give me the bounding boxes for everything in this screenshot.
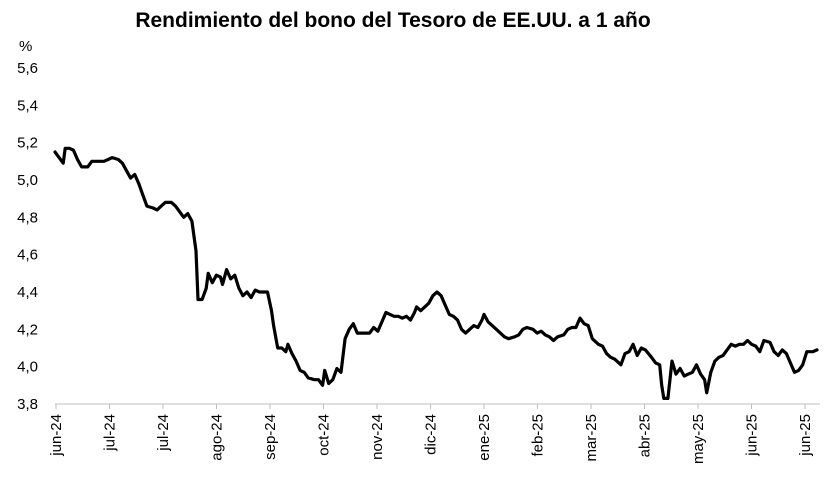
y-axis-unit: % (19, 38, 32, 55)
x-tick-label: jun-24 (48, 414, 65, 457)
x-tick-label: mar-25 (583, 414, 600, 462)
x-tick-label: feb-25 (530, 414, 547, 457)
x-tick-label: ago-24 (209, 414, 226, 461)
y-tick-label: 5,6 (17, 60, 38, 77)
x-axis-tick-marks (55, 404, 806, 409)
y-tick-label: 5,4 (17, 97, 38, 114)
x-axis-ticks: jun-24 jul-24 jul-24 ago-24 sep-24 oct-24 nov-… (48, 414, 814, 464)
x-tick-label: ene-25 (476, 414, 493, 461)
x-tick-label: may-25 (690, 414, 707, 464)
x-tick-label: jul-24 (102, 414, 119, 452)
chart-title: Rendimiento del bono del Tesoro de EE.UU… (135, 9, 650, 32)
y-tick-label: 4,8 (17, 209, 38, 226)
y-tick-label: 5,0 (17, 172, 38, 189)
x-tick-label: dic-24 (423, 414, 440, 455)
x-tick-label: jul-24 (155, 414, 172, 452)
y-tick-label: 3,8 (17, 396, 38, 413)
y-tick-label: 4,0 (17, 359, 38, 376)
y-tick-label: 4,4 (17, 284, 38, 301)
y-axis-ticks: 3,8 4,0 4,2 4,4 4,6 4,8 5,0 5,2 5,4 5,6 (17, 60, 38, 413)
x-tick-label: jun-25 (744, 414, 761, 457)
x-tick-label: oct-24 (316, 414, 333, 456)
series-line (53, 146, 819, 400)
x-tick-label: jun-25 (797, 414, 814, 457)
x-tick-label: sep-24 (262, 414, 279, 460)
x-tick-label: nov-24 (369, 414, 386, 460)
y-tick-label: 5,2 (17, 135, 38, 152)
y-tick-label: 4,2 (17, 321, 38, 338)
x-tick-label: abr-25 (637, 414, 654, 457)
y-tick-label: 4,6 (17, 247, 38, 264)
